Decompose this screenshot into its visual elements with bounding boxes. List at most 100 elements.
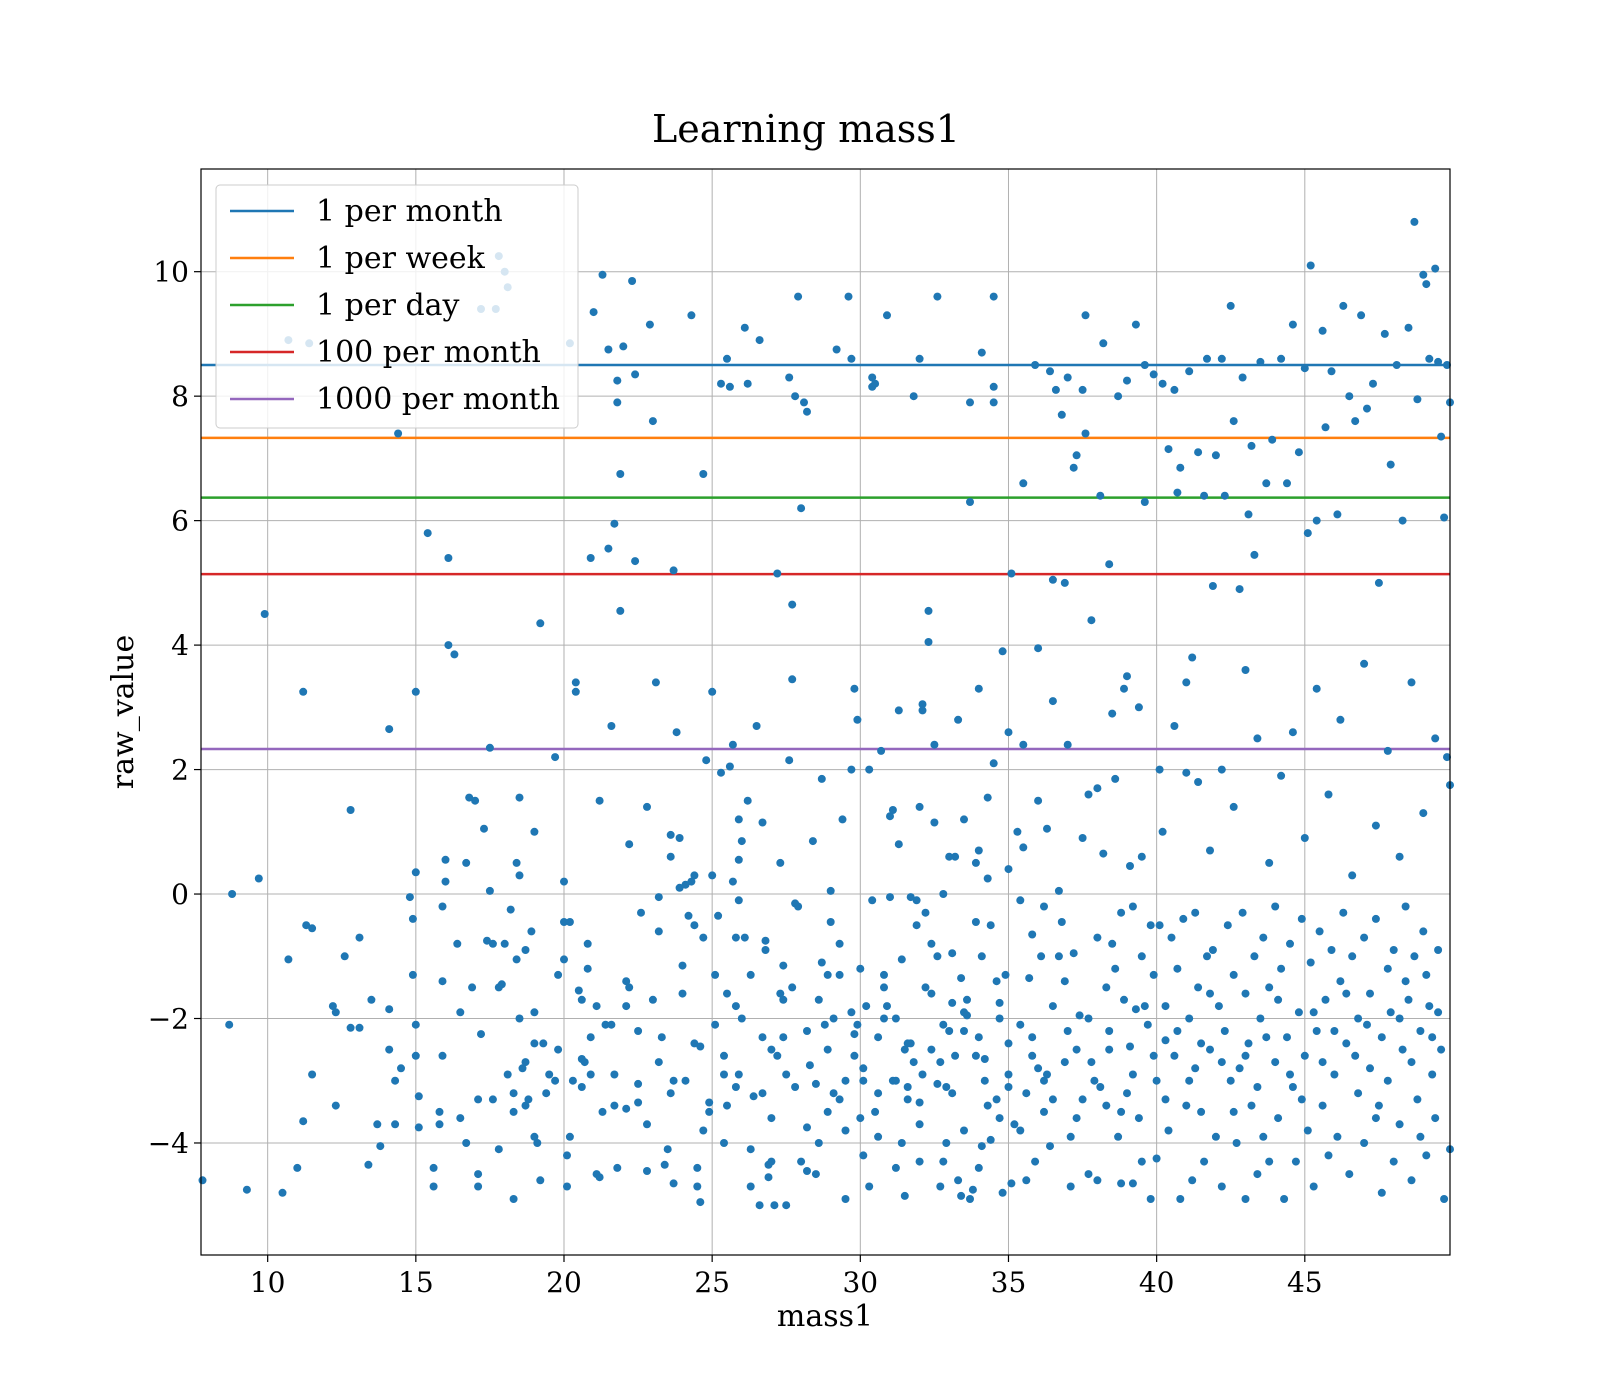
data-point xyxy=(803,1167,811,1175)
data-point xyxy=(663,1145,672,1154)
data-point xyxy=(1383,746,1392,755)
data-point xyxy=(542,1089,551,1098)
data-point xyxy=(1034,1064,1043,1073)
data-point xyxy=(1072,1045,1081,1054)
data-point xyxy=(471,796,480,805)
data-point xyxy=(622,977,631,986)
data-point xyxy=(405,893,414,902)
data-point xyxy=(699,933,708,942)
data-point xyxy=(293,1163,302,1172)
data-point xyxy=(474,1170,483,1179)
data-point xyxy=(1152,1154,1161,1163)
data-point xyxy=(690,871,699,880)
data-point xyxy=(429,1163,438,1172)
data-point xyxy=(714,911,723,920)
data-point xyxy=(355,933,364,942)
data-point xyxy=(1090,1076,1099,1085)
data-point xyxy=(891,1163,900,1172)
data-point xyxy=(933,292,942,301)
data-point xyxy=(1054,952,1063,961)
data-point xyxy=(915,802,924,811)
data-point xyxy=(1134,703,1143,712)
data-point xyxy=(989,759,998,768)
data-point xyxy=(1208,946,1217,954)
data-point xyxy=(1203,354,1211,363)
data-point xyxy=(1126,1042,1134,1051)
data-point xyxy=(1303,529,1312,538)
data-point xyxy=(1324,1151,1333,1160)
data-point xyxy=(720,1051,728,1060)
data-point xyxy=(1155,765,1164,774)
data-point xyxy=(918,1070,927,1079)
data-point xyxy=(1297,914,1306,923)
data-point xyxy=(1422,1151,1431,1160)
x-tick-label: 40 xyxy=(1139,1266,1175,1299)
data-point xyxy=(560,918,568,926)
data-point xyxy=(1063,1027,1072,1035)
data-point xyxy=(1238,908,1247,917)
data-point xyxy=(794,902,803,911)
data-point xyxy=(1111,964,1120,973)
data-point xyxy=(1007,1179,1016,1188)
data-point xyxy=(971,1051,980,1060)
data-point xyxy=(1300,364,1309,373)
data-point xyxy=(877,746,886,755)
data-point xyxy=(1099,339,1108,348)
data-point xyxy=(933,1079,942,1088)
data-point xyxy=(1087,1058,1096,1067)
data-point xyxy=(974,846,983,855)
data-point xyxy=(1176,463,1185,472)
data-point xyxy=(1395,1014,1404,1023)
data-point xyxy=(1419,809,1428,818)
data-point xyxy=(960,1008,968,1017)
data-point xyxy=(607,1020,616,1029)
data-point xyxy=(1016,1020,1025,1029)
y-tick-label: 10 xyxy=(153,256,189,289)
data-point xyxy=(1096,1083,1105,1091)
data-point xyxy=(521,1101,530,1110)
data-point xyxy=(1226,301,1235,310)
data-point xyxy=(1333,510,1342,519)
data-point xyxy=(1120,684,1128,693)
data-point xyxy=(939,1020,948,1029)
data-point xyxy=(284,955,293,964)
data-point xyxy=(1327,946,1336,954)
data-point xyxy=(1395,852,1404,861)
data-point xyxy=(921,908,930,917)
data-point xyxy=(539,1039,548,1048)
data-point xyxy=(346,1023,355,1032)
data-point xyxy=(880,983,888,992)
data-point xyxy=(1321,995,1330,1004)
data-point xyxy=(373,1120,382,1129)
data-point xyxy=(974,684,983,693)
data-point xyxy=(524,1095,533,1104)
x-tick-label: 10 xyxy=(250,1266,286,1299)
data-point xyxy=(411,1020,420,1029)
data-point xyxy=(1392,361,1401,369)
data-point xyxy=(1152,1076,1161,1085)
data-point xyxy=(909,392,918,401)
chart-title: Learning mass1 xyxy=(652,107,960,151)
data-point xyxy=(1054,886,1063,895)
data-point xyxy=(391,1120,400,1129)
data-point xyxy=(411,1051,420,1060)
data-point xyxy=(438,1051,447,1060)
data-point xyxy=(1078,385,1087,394)
data-point xyxy=(1271,902,1280,911)
data-point xyxy=(530,1039,539,1048)
data-point xyxy=(441,877,450,886)
data-point xyxy=(1164,445,1173,454)
data-point xyxy=(678,961,687,970)
data-point xyxy=(414,1123,423,1132)
data-point xyxy=(788,675,797,684)
data-point xyxy=(1072,451,1081,460)
legend-label: 1 per month xyxy=(316,194,503,229)
data-point xyxy=(817,958,826,967)
data-point xyxy=(1034,644,1043,653)
data-point xyxy=(1123,1089,1131,1098)
data-point xyxy=(1200,1157,1209,1166)
data-point xyxy=(939,1157,948,1166)
data-point xyxy=(631,370,640,379)
data-point xyxy=(900,1191,909,1200)
data-point xyxy=(805,1061,814,1070)
